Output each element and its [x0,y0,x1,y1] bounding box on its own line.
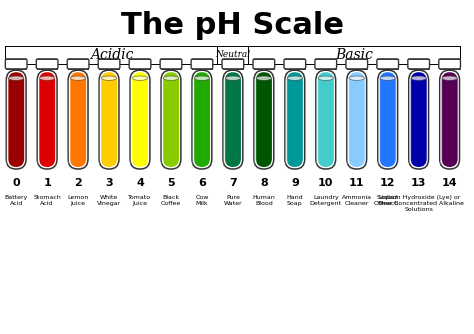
Text: 8: 8 [260,178,268,188]
FancyBboxPatch shape [37,79,40,164]
FancyBboxPatch shape [161,79,164,164]
Text: 9: 9 [291,178,299,188]
Ellipse shape [442,76,457,80]
Text: Liquid
Bleach: Liquid Bleach [377,195,398,206]
FancyBboxPatch shape [378,79,380,164]
FancyBboxPatch shape [222,59,244,69]
Text: 6: 6 [198,178,206,188]
FancyBboxPatch shape [284,59,306,69]
FancyBboxPatch shape [67,59,89,69]
FancyBboxPatch shape [69,79,71,164]
Text: Neutral: Neutral [215,50,250,59]
Text: Stomach
Acid: Stomach Acid [33,195,61,206]
FancyBboxPatch shape [192,79,194,164]
FancyBboxPatch shape [129,59,151,69]
FancyBboxPatch shape [7,79,9,164]
FancyBboxPatch shape [225,72,241,167]
Ellipse shape [318,76,334,80]
Text: 13: 13 [411,178,426,188]
FancyBboxPatch shape [98,59,120,69]
FancyBboxPatch shape [409,79,411,164]
Text: Cow
Milk: Cow Milk [195,195,209,206]
Ellipse shape [101,76,117,80]
FancyBboxPatch shape [315,59,337,69]
Text: 3: 3 [105,178,113,188]
FancyBboxPatch shape [346,59,367,69]
FancyBboxPatch shape [163,72,179,167]
FancyBboxPatch shape [191,59,213,69]
FancyBboxPatch shape [8,72,24,167]
FancyBboxPatch shape [377,59,399,69]
Text: Hand
Soap: Hand Soap [286,195,303,206]
FancyBboxPatch shape [318,72,334,167]
FancyBboxPatch shape [36,59,58,69]
FancyBboxPatch shape [442,72,458,167]
FancyBboxPatch shape [410,72,427,167]
Text: Ammonia
Cleaner: Ammonia Cleaner [342,195,372,206]
FancyBboxPatch shape [439,59,460,69]
Text: Laundry
Detergent: Laundry Detergent [310,195,342,206]
Text: White
Vinegar: White Vinegar [97,195,121,206]
Ellipse shape [70,76,86,80]
FancyBboxPatch shape [316,79,319,164]
FancyBboxPatch shape [256,72,272,167]
FancyBboxPatch shape [130,79,133,164]
Text: 7: 7 [229,178,237,188]
FancyBboxPatch shape [223,79,226,164]
Text: 1: 1 [43,178,51,188]
Text: Sodium Hydroxide (Lye) or
Other Concentrated Alkaline
Solutions: Sodium Hydroxide (Lye) or Other Concentr… [374,195,464,212]
Text: Basic: Basic [336,48,374,62]
Ellipse shape [256,76,272,80]
Ellipse shape [411,76,427,80]
Ellipse shape [287,76,302,80]
Text: 5: 5 [167,178,175,188]
Ellipse shape [194,76,210,80]
Text: Acidic: Acidic [90,48,133,62]
FancyBboxPatch shape [39,72,55,167]
Text: Black
Coffee: Black Coffee [161,195,181,206]
Text: Tomato
Juice: Tomato Juice [128,195,152,206]
Text: Lemon
Juice: Lemon Juice [67,195,89,206]
FancyBboxPatch shape [101,72,117,167]
FancyBboxPatch shape [194,72,210,167]
Text: 2: 2 [74,178,82,188]
FancyBboxPatch shape [349,72,365,167]
Text: Pure
Water: Pure Water [224,195,242,206]
Text: 4: 4 [136,178,144,188]
FancyBboxPatch shape [100,79,101,164]
Ellipse shape [225,76,241,80]
Ellipse shape [380,76,395,80]
FancyBboxPatch shape [440,79,442,164]
Ellipse shape [9,76,24,80]
Text: 0: 0 [12,178,20,188]
Text: Battery
Acid: Battery Acid [4,195,28,206]
Ellipse shape [163,76,179,80]
FancyBboxPatch shape [160,59,182,69]
Text: 10: 10 [318,178,334,188]
Text: The pH Scale: The pH Scale [121,11,345,40]
Ellipse shape [349,76,365,80]
Ellipse shape [132,76,148,80]
FancyBboxPatch shape [70,72,86,167]
FancyBboxPatch shape [408,59,429,69]
FancyBboxPatch shape [380,72,396,167]
FancyBboxPatch shape [285,79,287,164]
FancyBboxPatch shape [132,72,148,167]
Text: 14: 14 [442,178,457,188]
Text: 12: 12 [380,178,395,188]
Text: Human
Blood: Human Blood [253,195,275,206]
FancyBboxPatch shape [347,79,349,164]
FancyBboxPatch shape [287,72,303,167]
FancyBboxPatch shape [253,59,275,69]
FancyBboxPatch shape [254,79,256,164]
Ellipse shape [39,76,55,80]
Text: 11: 11 [349,178,365,188]
FancyBboxPatch shape [5,59,27,69]
